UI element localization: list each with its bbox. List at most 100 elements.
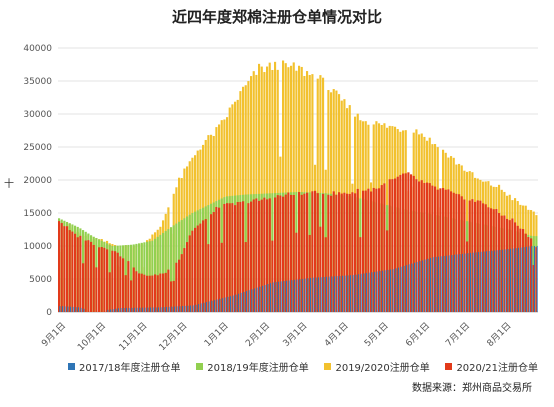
bar-mark	[319, 226, 322, 312]
x-tick-label: 9月1日	[40, 320, 69, 349]
bar-mark	[456, 254, 458, 312]
bar-mark	[306, 192, 309, 312]
bar-mark	[204, 219, 207, 312]
bar-mark	[402, 173, 405, 312]
bar-mark	[292, 62, 295, 312]
bar-mark	[168, 306, 170, 312]
bar-mark	[490, 208, 493, 312]
x-tick-label: 10月1日	[75, 320, 108, 353]
bar-mark	[491, 250, 493, 312]
legend-label-2019: 2019/2020注册仓单	[335, 363, 430, 374]
bar-mark	[162, 232, 165, 312]
bar-mark	[328, 276, 330, 312]
bar-mark	[269, 283, 272, 312]
bar-mark	[60, 223, 63, 312]
bar-mark	[463, 199, 466, 312]
bar-mark	[340, 193, 343, 312]
bar-mark	[252, 71, 255, 312]
bar-mark	[130, 244, 133, 312]
bar-mark	[363, 273, 365, 312]
legend-swatch-2020	[445, 363, 453, 370]
bar-mark	[364, 190, 367, 312]
bar-mark	[191, 230, 194, 312]
bar-mark	[251, 289, 253, 312]
bar-mark	[404, 173, 407, 312]
bar-mark	[284, 194, 287, 312]
bar-mark	[412, 175, 415, 312]
bar-mark	[232, 295, 234, 312]
bar-mark	[370, 191, 373, 312]
bar-mark	[236, 202, 239, 312]
y-tick-label: 25000	[23, 143, 52, 153]
bar-mark	[445, 255, 448, 312]
legend-item-2018: 2018/19年度注册仓单	[196, 359, 309, 374]
bar-mark	[216, 299, 218, 312]
bar-mark	[396, 176, 399, 312]
bar-mark	[163, 307, 165, 312]
bar-mark	[154, 274, 157, 312]
bar-mark	[108, 272, 111, 312]
bar-mark	[106, 249, 109, 312]
bar-mark	[202, 220, 205, 312]
bar-mark	[180, 254, 183, 312]
bar-mark	[437, 256, 440, 312]
bar-mark	[468, 200, 471, 312]
bar-mark	[500, 215, 503, 312]
bar-mark	[292, 194, 295, 312]
bar-mark	[109, 309, 112, 312]
bar-mark	[245, 291, 248, 312]
bar-mark	[439, 188, 442, 312]
bar-mark	[397, 267, 400, 312]
legend: 2017/18年度注册仓单 2018/19年度注册仓单 2019/2020注册仓…	[68, 359, 538, 374]
bar-mark	[421, 260, 424, 312]
x-tick-label: 12月1日	[157, 320, 190, 353]
bar-mark	[450, 191, 453, 312]
bar-mark	[211, 300, 213, 312]
bar-mark	[66, 226, 69, 312]
bar-mark	[263, 197, 266, 312]
legend-swatch-2018	[196, 363, 204, 370]
bar-mark	[459, 254, 461, 312]
legend-label-2020: 2020/21注册仓单	[456, 363, 538, 374]
bar-mark	[485, 251, 488, 312]
y-axis-label: 十	[4, 179, 14, 190]
bar-mark	[98, 247, 101, 312]
bar-mark	[472, 252, 474, 312]
bar-mark	[141, 307, 144, 312]
bar-mark	[418, 181, 421, 312]
bar-mark	[132, 267, 135, 312]
bar-mark	[212, 212, 215, 312]
bar-mark	[520, 247, 522, 312]
bar-mark	[471, 199, 474, 312]
bar-mark	[504, 249, 506, 312]
bar-mark	[276, 69, 279, 312]
bar-mark	[469, 252, 472, 312]
bar-mark	[332, 191, 335, 312]
bar-mark	[287, 67, 290, 312]
bar-mark	[512, 248, 514, 312]
bar-mark	[339, 275, 341, 312]
bar-mark	[451, 255, 453, 312]
bar-mark	[475, 252, 477, 312]
bar-mark	[116, 252, 119, 312]
bar-mark	[474, 201, 477, 312]
bar-mark	[261, 285, 264, 312]
bar-mark	[219, 298, 221, 312]
bar-mark	[307, 278, 309, 312]
bar-mark	[252, 199, 255, 312]
bar-mark	[359, 237, 362, 312]
bar-mark	[314, 190, 317, 312]
bar-mark	[426, 182, 429, 312]
bar-mark	[250, 201, 253, 312]
bar-mark	[75, 307, 77, 312]
bar-mark	[215, 206, 218, 312]
bar-mark	[316, 193, 319, 312]
bar-mark	[173, 306, 176, 312]
bar-mark	[391, 179, 394, 312]
bar-mark	[355, 274, 357, 312]
bar-mark	[156, 275, 159, 312]
bar-mark	[159, 273, 162, 312]
bar-mark	[527, 237, 530, 312]
bar-mark	[197, 304, 200, 312]
bar-mark	[306, 71, 309, 312]
